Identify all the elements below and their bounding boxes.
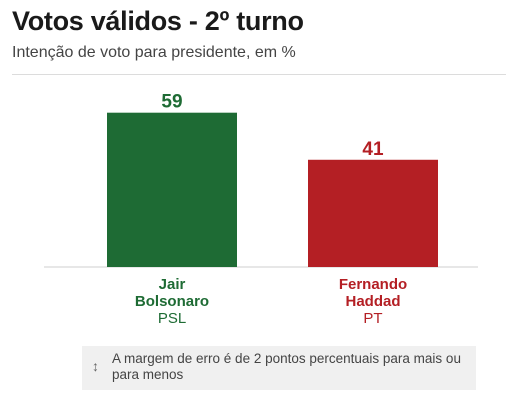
bar-haddad [308, 159, 438, 267]
candidate-party: PSL [157, 310, 187, 327]
up-down-arrow-icon: ↕ [92, 358, 99, 374]
candidate-party: PT [363, 310, 383, 327]
candidate-name-line1: Jair [158, 276, 186, 293]
bar-value-label: 41 [362, 139, 384, 160]
chart-title: Votos válidos - 2º turno [12, 6, 304, 36]
bar-bolsonaro [107, 112, 237, 267]
margin-of-error-note: ↕ A margem de erro é de 2 pontos percent… [82, 346, 476, 390]
bar-value-label: 59 [161, 92, 182, 113]
candidate-name-line2: Haddad [345, 293, 401, 310]
candidate-name-line1: Fernando [338, 276, 408, 293]
chart-subtitle: Intenção de voto para presidente, em % [12, 44, 296, 61]
header-divider [12, 74, 506, 75]
bar-chart: 59 41 [44, 92, 478, 268]
candidate-label-haddad: Fernando Haddad PT [308, 276, 438, 327]
candidate-name-line2: Bolsonaro [134, 293, 210, 310]
candidate-label-bolsonaro: Jair Bolsonaro PSL [107, 276, 237, 327]
note-text: A margem de erro é de 2 pontos percentua… [112, 351, 461, 382]
